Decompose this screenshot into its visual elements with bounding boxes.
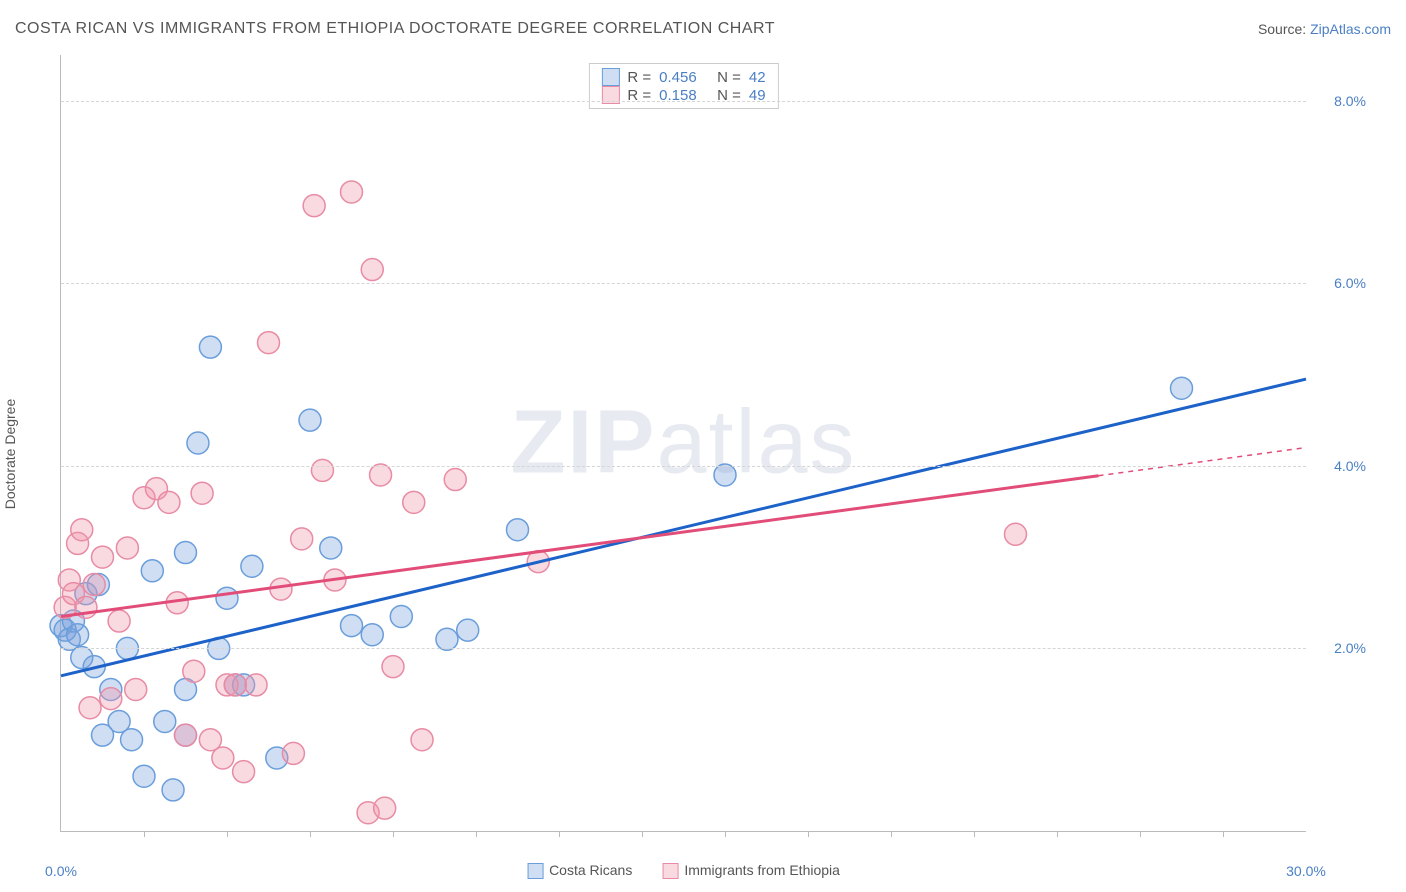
gridline bbox=[61, 466, 1306, 467]
plot-area: ZIPatlas R = 0.456 N = 42 R = 0.158 N = … bbox=[60, 55, 1306, 832]
scatter-point bbox=[390, 605, 412, 627]
scatter-point bbox=[162, 779, 184, 801]
scatter-point bbox=[79, 697, 101, 719]
bottom-legend: Costa Ricans Immigrants from Ethiopia bbox=[527, 862, 840, 879]
scatter-point bbox=[374, 797, 396, 819]
trend-line-dashed bbox=[1099, 448, 1307, 476]
scatter-point bbox=[67, 624, 89, 646]
scatter-point bbox=[224, 674, 246, 696]
scatter-point bbox=[258, 332, 280, 354]
trend-line bbox=[61, 379, 1306, 676]
scatter-point bbox=[100, 688, 122, 710]
scatter-point bbox=[382, 656, 404, 678]
x-tick bbox=[144, 831, 145, 837]
source-link[interactable]: ZipAtlas.com bbox=[1310, 21, 1391, 37]
chart-container: ZIPatlas R = 0.456 N = 42 R = 0.158 N = … bbox=[50, 55, 1376, 852]
scatter-point bbox=[83, 574, 105, 596]
y-tick-label: 4.0% bbox=[1316, 458, 1366, 474]
scatter-point bbox=[121, 729, 143, 751]
stat-n-value: 42 bbox=[749, 69, 766, 86]
scatter-point bbox=[133, 765, 155, 787]
x-tick bbox=[725, 831, 726, 837]
scatter-point bbox=[116, 537, 138, 559]
scatter-point bbox=[403, 491, 425, 513]
scatter-point bbox=[1171, 377, 1193, 399]
scatter-point bbox=[361, 259, 383, 281]
x-tick-label: 30.0% bbox=[1286, 863, 1326, 879]
legend-item: Immigrants from Ethiopia bbox=[662, 862, 840, 879]
y-tick-label: 2.0% bbox=[1316, 640, 1366, 656]
scatter-point bbox=[199, 336, 221, 358]
x-tick bbox=[891, 831, 892, 837]
scatter-point bbox=[311, 459, 333, 481]
gridline bbox=[61, 101, 1306, 102]
scatter-point bbox=[125, 678, 147, 700]
x-tick bbox=[1140, 831, 1141, 837]
x-tick bbox=[227, 831, 228, 837]
legend-swatch bbox=[527, 863, 543, 879]
scatter-point bbox=[411, 729, 433, 751]
chart-title: COSTA RICAN VS IMMIGRANTS FROM ETHIOPIA … bbox=[15, 20, 775, 38]
scatter-point bbox=[291, 528, 313, 550]
scatter-point bbox=[183, 660, 205, 682]
scatter-point bbox=[1005, 523, 1027, 545]
scatter-point bbox=[341, 615, 363, 637]
scatter-point bbox=[216, 587, 238, 609]
x-tick bbox=[808, 831, 809, 837]
scatter-point bbox=[245, 674, 267, 696]
scatter-point bbox=[141, 560, 163, 582]
scatter-point bbox=[361, 624, 383, 646]
x-tick-label: 0.0% bbox=[45, 863, 77, 879]
scatter-point bbox=[457, 619, 479, 641]
legend-swatch bbox=[662, 863, 678, 879]
scatter-point bbox=[92, 546, 114, 568]
scatter-point bbox=[241, 555, 263, 577]
scatter-point bbox=[320, 537, 342, 559]
stat-r-label: R = bbox=[627, 69, 651, 86]
scatter-point bbox=[303, 195, 325, 217]
x-tick bbox=[559, 831, 560, 837]
x-tick bbox=[642, 831, 643, 837]
legend-swatch bbox=[601, 68, 619, 86]
scatter-point bbox=[158, 491, 180, 513]
legend-label: Immigrants from Ethiopia bbox=[684, 862, 840, 878]
scatter-point bbox=[191, 482, 213, 504]
stat-r-value: 0.456 bbox=[659, 69, 709, 86]
x-tick bbox=[974, 831, 975, 837]
scatter-svg bbox=[61, 55, 1306, 831]
scatter-point bbox=[175, 724, 197, 746]
y-axis-label: Doctorate Degree bbox=[2, 399, 18, 510]
x-tick bbox=[1223, 831, 1224, 837]
scatter-point bbox=[714, 464, 736, 486]
gridline bbox=[61, 283, 1306, 284]
scatter-point bbox=[299, 409, 321, 431]
scatter-point bbox=[282, 742, 304, 764]
legend-item: Costa Ricans bbox=[527, 862, 632, 879]
scatter-point bbox=[175, 542, 197, 564]
scatter-point bbox=[370, 464, 392, 486]
scatter-point bbox=[187, 432, 209, 454]
stats-legend-row: R = 0.456 N = 42 bbox=[601, 68, 765, 86]
trend-line bbox=[61, 476, 1099, 617]
scatter-point bbox=[108, 610, 130, 632]
gridline bbox=[61, 648, 1306, 649]
scatter-point bbox=[436, 628, 458, 650]
scatter-point bbox=[233, 761, 255, 783]
x-tick bbox=[1057, 831, 1058, 837]
scatter-point bbox=[444, 469, 466, 491]
scatter-point bbox=[71, 519, 93, 541]
x-tick bbox=[310, 831, 311, 837]
scatter-point bbox=[154, 710, 176, 732]
y-tick-label: 6.0% bbox=[1316, 275, 1366, 291]
x-tick bbox=[393, 831, 394, 837]
source-label: Source: ZipAtlas.com bbox=[1258, 21, 1391, 37]
scatter-point bbox=[507, 519, 529, 541]
legend-label: Costa Ricans bbox=[549, 862, 632, 878]
scatter-point bbox=[212, 747, 234, 769]
stat-n-label: N = bbox=[717, 69, 741, 86]
stats-legend: R = 0.456 N = 42 R = 0.158 N = 49 bbox=[588, 63, 778, 109]
x-tick bbox=[476, 831, 477, 837]
scatter-point bbox=[341, 181, 363, 203]
y-tick-label: 8.0% bbox=[1316, 93, 1366, 109]
